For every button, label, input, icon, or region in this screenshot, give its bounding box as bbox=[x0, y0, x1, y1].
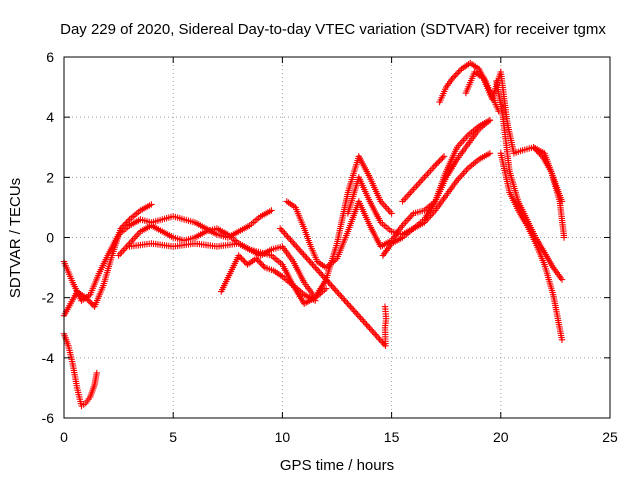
x-tick-label: 25 bbox=[602, 429, 618, 445]
x-tick-label: 10 bbox=[275, 429, 291, 445]
dense-point-trace bbox=[531, 145, 568, 239]
x-axis-title: GPS time / hours bbox=[280, 457, 394, 474]
x-tick-label: 0 bbox=[60, 429, 68, 445]
dense-point-trace bbox=[463, 70, 565, 203]
dense-point-trace bbox=[117, 155, 394, 306]
dense-point-trace bbox=[128, 240, 328, 300]
y-tick-label: 2 bbox=[46, 169, 54, 185]
series-arc-5 bbox=[126, 240, 330, 301]
data-marks bbox=[60, 59, 568, 410]
series-arc-10 bbox=[399, 153, 448, 205]
y-tick-label: 4 bbox=[46, 109, 54, 125]
y-tick-label: -4 bbox=[42, 350, 55, 366]
series-arc-8 bbox=[344, 150, 494, 238]
data-point bbox=[530, 144, 537, 151]
y-tick-label: -6 bbox=[42, 410, 55, 426]
axis-ticks: 0 5 10 15 20 25 -6 -4 -2 0 2 4 6 bbox=[42, 49, 618, 445]
dense-point-trace bbox=[278, 226, 390, 348]
x-tick-label: 20 bbox=[493, 429, 509, 445]
chart-title: Day 229 of 2020, Sidereal Day-to-day VTE… bbox=[60, 21, 606, 38]
series-outliers bbox=[277, 225, 390, 349]
series-arc-14 bbox=[497, 150, 566, 343]
series-arc-9 bbox=[379, 117, 494, 259]
data-point bbox=[277, 225, 284, 232]
y-axis-title: SDTVAR / TECUs bbox=[7, 178, 24, 298]
x-tick-label: 15 bbox=[384, 429, 400, 445]
series-arc-2 bbox=[60, 201, 155, 319]
series-arc-4 bbox=[115, 153, 395, 307]
y-tick-label: 0 bbox=[46, 230, 54, 246]
series-arc-6 bbox=[218, 252, 319, 304]
series-arc-1 bbox=[60, 330, 100, 410]
dense-point-trace bbox=[380, 118, 492, 257]
series-arc-15 bbox=[530, 144, 568, 241]
series-arc-3 bbox=[60, 207, 275, 304]
dense-point-trace bbox=[61, 208, 273, 303]
dense-point-trace bbox=[219, 253, 317, 303]
y-tick-label: 6 bbox=[46, 49, 54, 65]
dense-point-trace bbox=[61, 332, 100, 408]
data-point bbox=[440, 153, 448, 160]
dense-point-trace bbox=[400, 154, 446, 203]
x-tick-label: 5 bbox=[169, 429, 177, 445]
y-tick-label: -2 bbox=[42, 290, 55, 306]
dense-point-trace bbox=[498, 152, 565, 341]
